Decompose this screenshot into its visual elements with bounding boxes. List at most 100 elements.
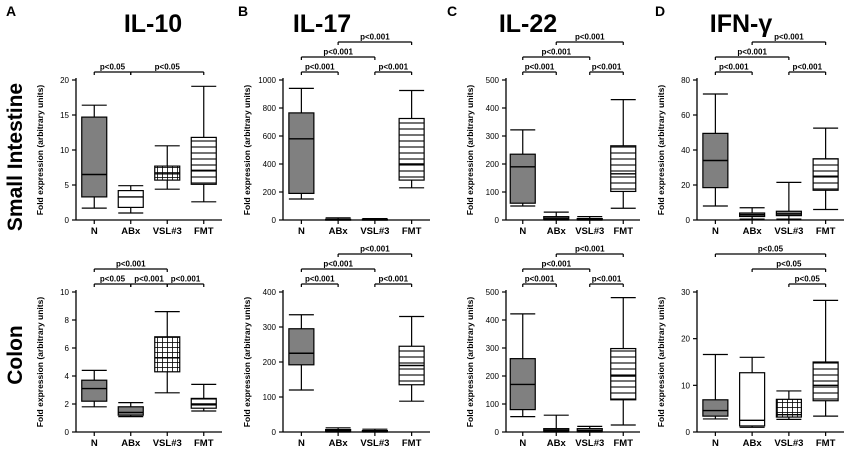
box-abx [739,356,766,428]
significance-bracket: p<0.001 [300,48,376,60]
p-value-label: p<0.001 [719,63,749,72]
box-fmt [190,85,217,203]
x-tick-label: N [519,438,526,449]
y-tick-label: 10 [60,288,69,297]
significance-bracket: p<0.001 [337,245,413,257]
y-tick-label: 300 [486,132,500,141]
panel-title-il22: IL-22 [499,10,557,38]
box-vsl3 [775,181,802,220]
y-tick-label: 60 [681,111,690,120]
box-iqr [398,117,425,181]
box-vsl3 [576,216,603,221]
chart-il22-colon: 0 100 200 300 400 500 Fold expression (arbitra… [465,245,640,449]
box-fmt [812,127,839,211]
box-iqr [812,361,839,402]
x-tick-label: N [712,226,719,237]
chart-il10-colon: 0 2 4 6 8 10 Fold expression (arbitrary units)… [35,260,222,449]
significance-bracket: p<0.001 [300,260,376,272]
p-value-label: p<0.001 [541,48,571,57]
box-iqr [288,328,315,366]
significance-bracket: p<0.001 [337,33,413,45]
box-iqr [812,158,839,191]
significance-bracket: p<0.001 [751,33,827,45]
box-n [509,129,536,207]
p-value-label: p<0.05 [100,63,126,72]
box-n [509,313,536,418]
x-tick-label: ABx [329,226,349,237]
x-tick-label: N [298,438,305,449]
y-tick-label: 100 [263,393,277,402]
y-tick-label: 400 [263,288,277,297]
y-tick-label: 4 [65,372,70,381]
significance-bracket: p<0.05 [93,275,132,287]
p-value-label: p<0.001 [774,33,804,42]
p-value-label: p<0.001 [792,63,822,72]
box-iqr [81,379,108,402]
y-tick-label: 600 [263,132,277,141]
box-iqr [739,372,766,427]
significance-bracket: p<0.001 [522,260,591,272]
y-tick-label: 0 [495,216,500,225]
x-tick-label: ABx [121,226,141,237]
p-value-label: p<0.001 [525,275,555,284]
box-iqr [288,112,315,195]
p-value-label: p<0.001 [378,275,408,284]
box-iqr [775,398,802,418]
y-tick-label: 1000 [258,76,276,85]
box-n [81,104,108,209]
significance-bracket: p<0.001 [300,275,339,287]
box-abx [117,185,144,214]
significance-bracket: p<0.001 [714,48,790,60]
p-value-label: p<0.001 [378,63,408,72]
chart-il17-colon: 0 100 200 300 400 Fold expression (arbitrary … [242,245,430,449]
panel-title-il10: IL-10 [124,10,182,38]
box-abx [325,427,352,433]
y-tick-label: 200 [263,188,277,197]
y-tick-label: 800 [263,104,277,113]
y-tick-label: 8 [65,316,70,325]
x-tick-label: FMT [194,226,214,237]
significance-bracket: p<0.001 [93,260,168,272]
row-label-small-intestine: Small Intestine [4,83,27,231]
box-vsl3 [154,311,181,394]
box-n [81,369,108,408]
significance-bracket: p<0.05 [130,63,205,75]
y-tick-label: 0 [686,216,691,225]
x-tick-label: ABx [121,438,141,449]
box-abx [117,402,144,418]
box-iqr [610,347,637,401]
y-tick-label: 0 [686,428,691,437]
box-iqr [154,336,181,373]
significance-bracket: p<0.001 [166,275,205,287]
box-vsl3 [361,218,388,221]
panel-title-il17: IL-17 [293,10,351,38]
x-tick-label: VSL#3 [575,226,604,237]
box-vsl3 [576,425,603,433]
significance-bracket: p<0.001 [788,63,827,75]
y-axis-title: Fold expression (arbitrary units) [35,85,45,216]
y-tick-label: 5 [65,181,70,190]
y-tick-label: 400 [486,316,500,325]
p-value-label: p<0.001 [737,48,767,57]
y-tick-label: 6 [65,344,70,353]
p-value-label: p<0.001 [171,275,201,284]
p-value-label: p<0.001 [541,260,571,269]
box-abx [543,414,570,433]
panel-title-ifng: IFN-γ [710,10,773,38]
p-value-label: p<0.05 [776,260,802,269]
box-n [288,87,315,200]
box-iqr [610,145,637,193]
p-value-label: p<0.05 [155,63,181,72]
p-value-label: p<0.05 [795,275,821,284]
x-tick-label: N [712,438,719,449]
y-tick-label: 400 [486,104,500,113]
x-tick-label: VSL#3 [774,226,803,237]
significance-bracket: p<0.05 [714,245,827,257]
p-value-label: p<0.05 [100,275,126,284]
p-value-label: p<0.001 [360,245,390,254]
p-value-label: p<0.001 [575,245,605,254]
x-tick-label: FMT [402,438,422,449]
x-tick-label: ABx [547,438,567,449]
box-iqr [117,406,144,416]
